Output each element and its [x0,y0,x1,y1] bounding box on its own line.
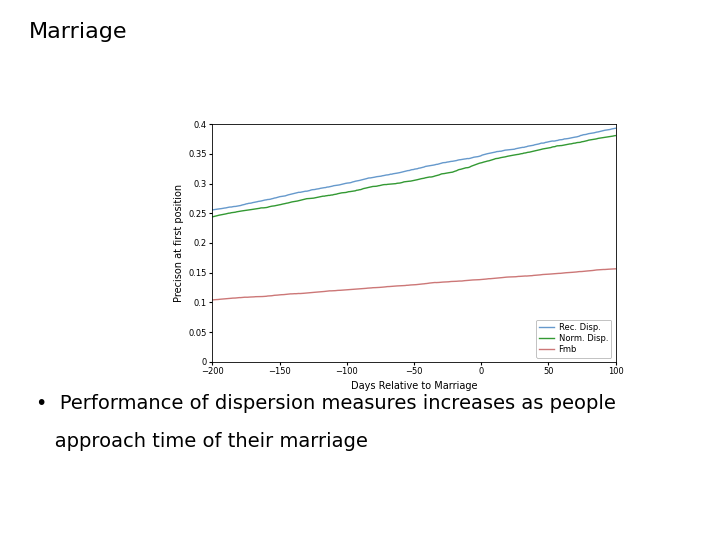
Line: Norm. Disp.: Norm. Disp. [212,136,616,217]
Fmb [210,296,218,303]
Norm. Disp. [574,139,582,146]
Norm. Disp. [548,144,557,150]
Fmb [611,266,620,272]
Text: •  Performance of dispersion measures increases as people: • Performance of dispersion measures inc… [36,394,616,413]
Rec. Disp. [455,157,464,163]
Line: Fmb: Fmb [212,269,616,300]
Norm. Disp. [611,132,620,139]
Norm. Disp. [208,213,217,220]
X-axis label: Days Relative to Marriage: Days Relative to Marriage [351,381,477,390]
Rec. Disp. [208,207,217,213]
Norm. Disp. [447,169,456,176]
Rec. Disp. [611,125,620,131]
Rec. Disp. [574,133,582,140]
Fmb [208,296,217,303]
Norm. Disp. [455,166,464,173]
Text: approach time of their marriage: approach time of their marriage [36,432,368,451]
Fmb [548,271,557,277]
Fmb [448,278,456,285]
Norm. Disp. [210,213,218,220]
Rec. Disp. [448,158,456,165]
Text: Marriage: Marriage [29,22,127,42]
Rec. Disp. [210,206,218,213]
Norm. Disp. [448,169,456,176]
Fmb [455,278,464,284]
Fmb [447,278,456,285]
Legend: Rec. Disp., Norm. Disp., Fmb: Rec. Disp., Norm. Disp., Fmb [536,320,611,357]
Line: Rec. Disp.: Rec. Disp. [212,128,616,210]
Y-axis label: Precison at first position: Precison at first position [174,184,184,302]
Fmb [574,268,582,275]
Rec. Disp. [447,158,456,165]
Rec. Disp. [548,138,557,144]
